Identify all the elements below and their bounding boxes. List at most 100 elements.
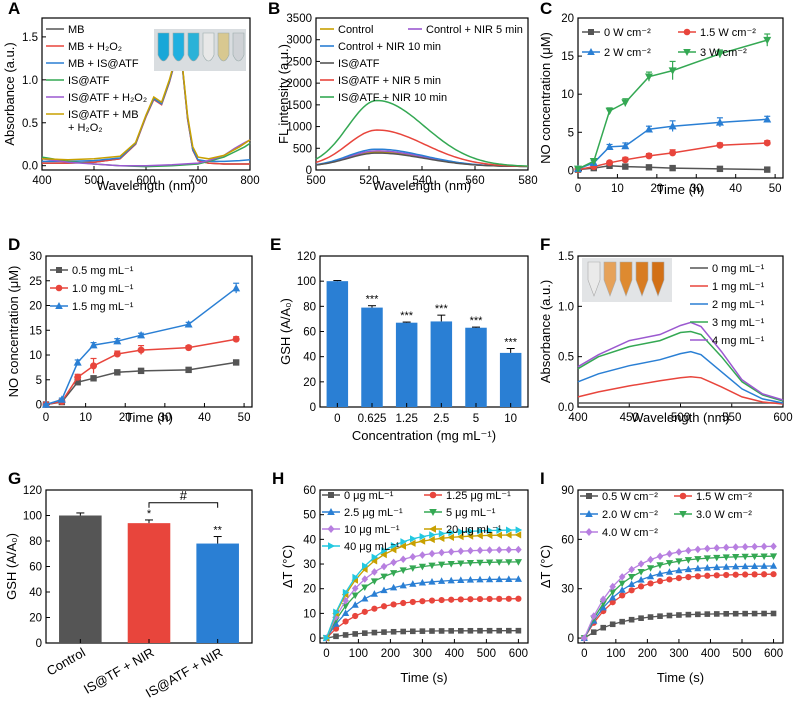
data-point <box>732 554 740 561</box>
data-point <box>496 627 502 634</box>
data-point <box>476 546 484 555</box>
data-point <box>751 553 759 561</box>
data-point <box>457 576 465 583</box>
x-tick-label: 200 <box>381 648 400 660</box>
data-point <box>683 28 691 36</box>
panel-letter-a: A <box>8 0 20 18</box>
data-point <box>683 49 691 56</box>
data-point <box>438 596 445 604</box>
y-tick-label: 2000 <box>286 78 312 90</box>
data-point <box>74 373 82 381</box>
data-point <box>333 633 339 640</box>
data-point <box>399 581 407 589</box>
data-point <box>429 525 436 533</box>
significance-label: *** <box>435 303 449 315</box>
data-point <box>685 546 692 555</box>
y-tick-label: 80 <box>29 536 42 548</box>
legend-label: 4.0 W cm⁻² <box>602 527 658 539</box>
y-tick-label: 0.0 <box>558 402 574 414</box>
data-point <box>458 628 464 634</box>
legend-label: 3 W cm⁻² <box>700 47 747 59</box>
y-tick-label: 20 <box>303 377 316 389</box>
data-point <box>685 573 692 581</box>
data-point <box>370 590 378 597</box>
legend-label: MB <box>68 24 85 36</box>
x-axis-label: Time (s) <box>657 670 704 685</box>
data-point <box>713 563 721 571</box>
data-point <box>713 572 720 579</box>
legend-label: 0 W cm⁻² <box>604 27 651 39</box>
data-point <box>361 584 369 592</box>
y-tick-label: 60 <box>303 327 316 339</box>
y-tick-label: 5 <box>568 127 574 139</box>
data-point <box>647 580 654 587</box>
y-tick-label: 1000 <box>286 122 312 134</box>
data-point <box>485 531 493 540</box>
data-point <box>704 572 711 579</box>
data-point <box>505 531 512 539</box>
data-point <box>637 560 645 568</box>
y-axis-label: Absorbance (a.u.) <box>538 280 553 383</box>
data-point <box>361 594 369 602</box>
legend-label: IS@ATF <box>338 58 380 70</box>
data-point <box>466 576 474 583</box>
data-point <box>370 557 378 565</box>
data-point <box>713 611 720 617</box>
data-point <box>685 611 692 618</box>
data-point <box>380 550 387 559</box>
panel-letter-c: C <box>540 0 552 18</box>
data-point <box>137 331 146 339</box>
data-point <box>684 557 692 564</box>
data-point <box>704 611 711 617</box>
data-point <box>381 629 387 635</box>
y-tick-label: 10 <box>29 350 42 362</box>
panel-e: E 0 20 40 60 80 100 120 0 *** 0.625 *** 1.25 *** 2.5 **… <box>270 235 529 443</box>
data-point <box>496 595 503 602</box>
data-point <box>447 547 455 556</box>
bar <box>430 321 453 407</box>
x-tick-label: 560 <box>465 175 484 187</box>
data-point <box>361 575 369 583</box>
data-point <box>429 509 437 516</box>
x-tick-label: 700 <box>188 175 207 187</box>
data-point <box>515 627 522 634</box>
panel-letter-h: H <box>272 469 284 488</box>
data-point <box>763 115 772 123</box>
data-point <box>371 568 378 576</box>
data-point <box>668 67 677 75</box>
data-point <box>646 565 655 572</box>
panel-letter-b: B <box>268 0 280 18</box>
legend-label: 1.5 W cm⁻² <box>700 27 756 39</box>
y-tick-label: 60 <box>303 485 316 497</box>
y-tick-label: 40 <box>303 534 316 546</box>
data-point <box>495 559 503 566</box>
cuvette <box>232 32 245 62</box>
series-line <box>45 287 237 406</box>
data-point <box>741 553 749 561</box>
data-point <box>638 615 644 621</box>
legend-label: IS@ATF + H₂O₂ <box>68 92 147 104</box>
data-point <box>605 107 614 116</box>
data-point <box>114 369 121 376</box>
data-point <box>645 164 653 171</box>
y-tick-label: 10 <box>561 89 574 101</box>
data-point <box>232 283 241 292</box>
y-tick-label: 3000 <box>286 35 312 47</box>
x-tick-label: 300 <box>413 648 432 660</box>
data-point <box>514 575 522 582</box>
panel-letter-f: F <box>540 235 550 254</box>
data-point <box>669 164 676 172</box>
data-point <box>644 125 653 133</box>
data-point <box>605 142 614 150</box>
data-point <box>656 578 664 585</box>
y-axis-label: NO concentration (μM) <box>538 32 553 164</box>
data-point <box>342 588 350 597</box>
x-tick-label: Control <box>44 645 88 679</box>
legend-label: IS@ATF + MB <box>68 109 139 121</box>
x-axis-label: Wavelength (nm) <box>631 410 730 425</box>
y-tick-label: 3500 <box>286 13 312 25</box>
legend-label: 3 mg mL⁻¹ <box>712 317 765 329</box>
series-line <box>315 99 529 167</box>
